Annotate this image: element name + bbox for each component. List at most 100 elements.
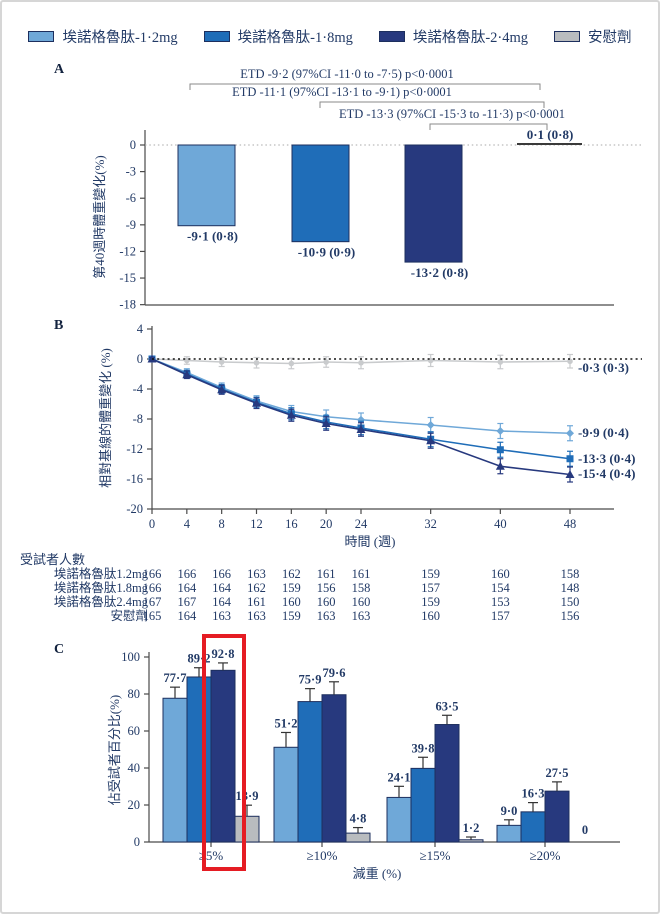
marker-diamond <box>496 427 505 435</box>
legend-item-0: 埃諾格魯肽-1·2mg <box>28 26 178 47</box>
series-end-label: -0·3 (0·3) <box>578 360 629 375</box>
etd-bracket-2 <box>429 123 548 130</box>
table-cell: 161 <box>247 595 266 609</box>
y-tick-label: 20 <box>128 798 141 812</box>
panel-b-ylabel: 相對基線的體重變化 (%) <box>98 348 113 488</box>
legend-label: 埃諾格魯肽-2·4mg <box>412 30 529 46</box>
table-cell: 158 <box>352 581 371 595</box>
panel-c-bar-value: 51·2 <box>275 716 298 730</box>
marker-triangle <box>217 385 227 394</box>
panel-c-bar <box>410 767 436 843</box>
panel-c-bar <box>345 832 371 843</box>
marker-triangle <box>565 470 575 478</box>
panel-c-bar-value: 24·1 <box>388 770 411 784</box>
x-tick-label: ≥15% <box>420 848 451 863</box>
panel-c-bar-value: 27·5 <box>546 766 569 780</box>
table-cell: 156 <box>317 581 336 595</box>
marker-circle <box>218 359 225 365</box>
panel-a-bar-2 <box>404 144 463 263</box>
panel-c-ylabel: 佔受試者百分比(%) <box>107 695 122 806</box>
panel-a-ylabel: 第40週時體重變化(%) <box>92 155 107 279</box>
y-tick-label: -20 <box>126 502 143 516</box>
marker-circle <box>288 360 295 367</box>
panel-a-bar-1 <box>291 144 350 243</box>
table-title: 受試者人數 <box>20 552 85 567</box>
table-cell: 160 <box>491 567 510 581</box>
panel-c-bar-value: 75·9 <box>299 673 322 687</box>
table-cell: 159 <box>421 567 440 581</box>
table-cell: 159 <box>421 595 440 609</box>
series-end-label: -13·3 (0·4) <box>578 451 635 466</box>
series-line <box>151 358 571 365</box>
x-tick-label: 16 <box>285 517 298 531</box>
series-line <box>151 358 571 460</box>
y-tick-label: 0 <box>137 352 143 366</box>
table-cell: 163 <box>317 609 336 623</box>
legend-label: 埃諾格魯肽-1·8mg <box>237 30 353 46</box>
marker-circle <box>323 359 329 365</box>
panel-c-bar <box>234 815 260 843</box>
table-cell: 160 <box>352 595 371 609</box>
table-cell: 162 <box>282 567 301 581</box>
x-tick-label: 12 <box>250 517 263 531</box>
table-cell: 166 <box>177 567 196 581</box>
panel-c-bar <box>273 746 299 843</box>
y-tick-label: 80 <box>128 687 141 701</box>
marker-square <box>566 455 574 463</box>
panel-c-bar-value: 13·9 <box>236 789 259 803</box>
table-cell: 159 <box>282 609 301 623</box>
panel-c-bar <box>386 796 412 843</box>
x-tick-label: 20 <box>320 517 333 531</box>
panel-c-bar-value: 1·2 <box>463 821 480 835</box>
table-cell: 160 <box>317 595 336 609</box>
legend-label: 安慰劑 <box>588 30 632 46</box>
y-tick-label: 0 <box>130 138 136 152</box>
panel-c-bar <box>520 811 546 843</box>
table-row-label: 埃諾格魯肽2.4mg <box>54 594 149 609</box>
table-cell: 158 <box>561 567 580 581</box>
marker-triangle <box>356 425 366 433</box>
table-cell: 148 <box>561 581 580 595</box>
legend-swatch-icon <box>28 31 55 42</box>
panel-c-bar-value: 39·8 <box>412 741 435 755</box>
panel-c-bar-value: 63·5 <box>436 699 459 713</box>
panel-c-bar <box>321 694 347 843</box>
marker-diamond <box>426 421 435 429</box>
panel-a-label: A <box>54 62 65 77</box>
panel-a-bar-value: -10·9 (0·9) <box>298 245 355 260</box>
x-tick-label: ≥10% <box>307 848 338 863</box>
panel-c-bar-value: 92·8 <box>212 647 235 661</box>
x-tick-label: 32 <box>424 517 437 531</box>
panel-a-placebo-value: 0·1 (0·8) <box>527 127 574 142</box>
x-tick-label: ≥20% <box>530 848 561 863</box>
highlight-box <box>202 634 246 871</box>
etd-annotation-2: ETD -13·3 (97%CI -15·3 to -11·3) p<0·000… <box>339 107 565 121</box>
x-tick-label: 24 <box>355 517 368 531</box>
panel-c-bar <box>210 669 236 843</box>
marker-circle <box>567 358 573 365</box>
panel-c-label: C <box>54 642 65 657</box>
panel-a-bar-0 <box>177 144 236 227</box>
table-cell: 165 <box>143 609 162 623</box>
panel-c-bar-value: 4·8 <box>350 812 367 826</box>
y-tick-label: -3 <box>126 165 136 179</box>
series-line <box>151 358 571 435</box>
y-tick-label: -12 <box>126 442 143 456</box>
etd-bracket-0 <box>189 83 541 90</box>
x-tick-label: 48 <box>564 517 577 531</box>
table-cell: 150 <box>561 595 580 609</box>
table-cell: 153 <box>491 595 510 609</box>
table-cell: 166 <box>212 567 231 581</box>
y-tick-label: -16 <box>126 472 143 486</box>
marker-circle <box>184 357 190 364</box>
y-tick-label: -18 <box>119 298 136 312</box>
panel-b-xlabel: 時間 (週) <box>345 534 396 549</box>
y-tick-label: -6 <box>126 191 136 205</box>
table-cell: 161 <box>352 567 371 581</box>
etd-bracket-1 <box>319 101 545 108</box>
table-cell: 166 <box>143 567 162 581</box>
etd-annotation-0: ETD -9·2 (97%CI -11·0 to -7·5) p<0·0001 <box>240 67 453 81</box>
marker-triangle <box>495 461 505 470</box>
marker-triangle <box>286 410 296 419</box>
